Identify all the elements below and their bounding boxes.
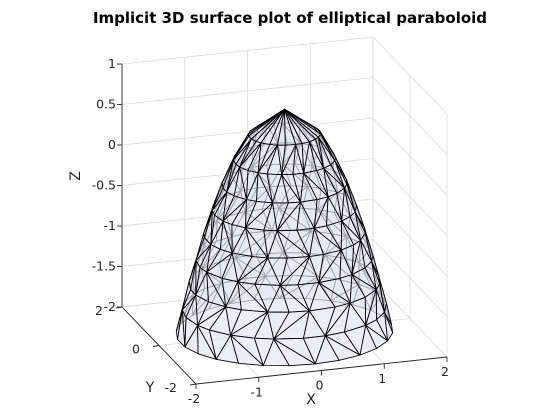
x-tick-label: -1 [251, 384, 263, 399]
x-tick-label: 1 [378, 371, 386, 386]
surface-facet [250, 108, 285, 140]
surface-facet [324, 335, 361, 361]
z-tick-label: -1 [104, 218, 116, 233]
z-tick-label: -1.5 [92, 259, 116, 274]
x-tick-label: 0 [316, 378, 324, 393]
side-grid-line [372, 279, 448, 358]
tick-labels: -2 -1 0 1 2-202 -2-1.5-1-0.500.51 [92, 56, 449, 406]
surface-facet [359, 324, 377, 356]
surface-facet [247, 108, 285, 135]
y-tick-label: -2 [165, 380, 177, 395]
y-tick-mark [189, 383, 197, 386]
surface-facet [253, 108, 285, 129]
back-grid-line [121, 117, 374, 146]
chart-title: Implicit 3D surface plot of elliptical p… [93, 9, 487, 27]
x-tick-label: 2 [441, 364, 449, 379]
z-axis-label: Z [68, 171, 84, 181]
x-axis-label: X [306, 392, 316, 408]
z-tick-label: -2 [104, 299, 116, 314]
y-tick-mark [152, 345, 160, 347]
y-tick-label: 2 [95, 303, 103, 318]
z-tick-label: 0 [108, 137, 116, 152]
z-tick-label: 0.5 [96, 97, 116, 112]
side-grid-line [372, 198, 448, 277]
paraboloid-surface [175, 108, 394, 367]
y-axis-label: Y [145, 380, 155, 396]
side-grid-line [372, 117, 448, 196]
y-tick-label: 0 [132, 342, 140, 357]
back-grid-line [121, 77, 374, 105]
side-grid-line [372, 239, 448, 317]
side-grid-line [372, 36, 448, 115]
x-tick-label: -2 [188, 391, 200, 406]
z-tick-label: -0.5 [92, 178, 116, 193]
back-grid-line [121, 36, 374, 65]
side-grid-line [372, 158, 448, 236]
side-grid-line [372, 77, 448, 155]
axes-frame [115, 63, 448, 389]
z-tick-label: 1 [108, 56, 116, 71]
